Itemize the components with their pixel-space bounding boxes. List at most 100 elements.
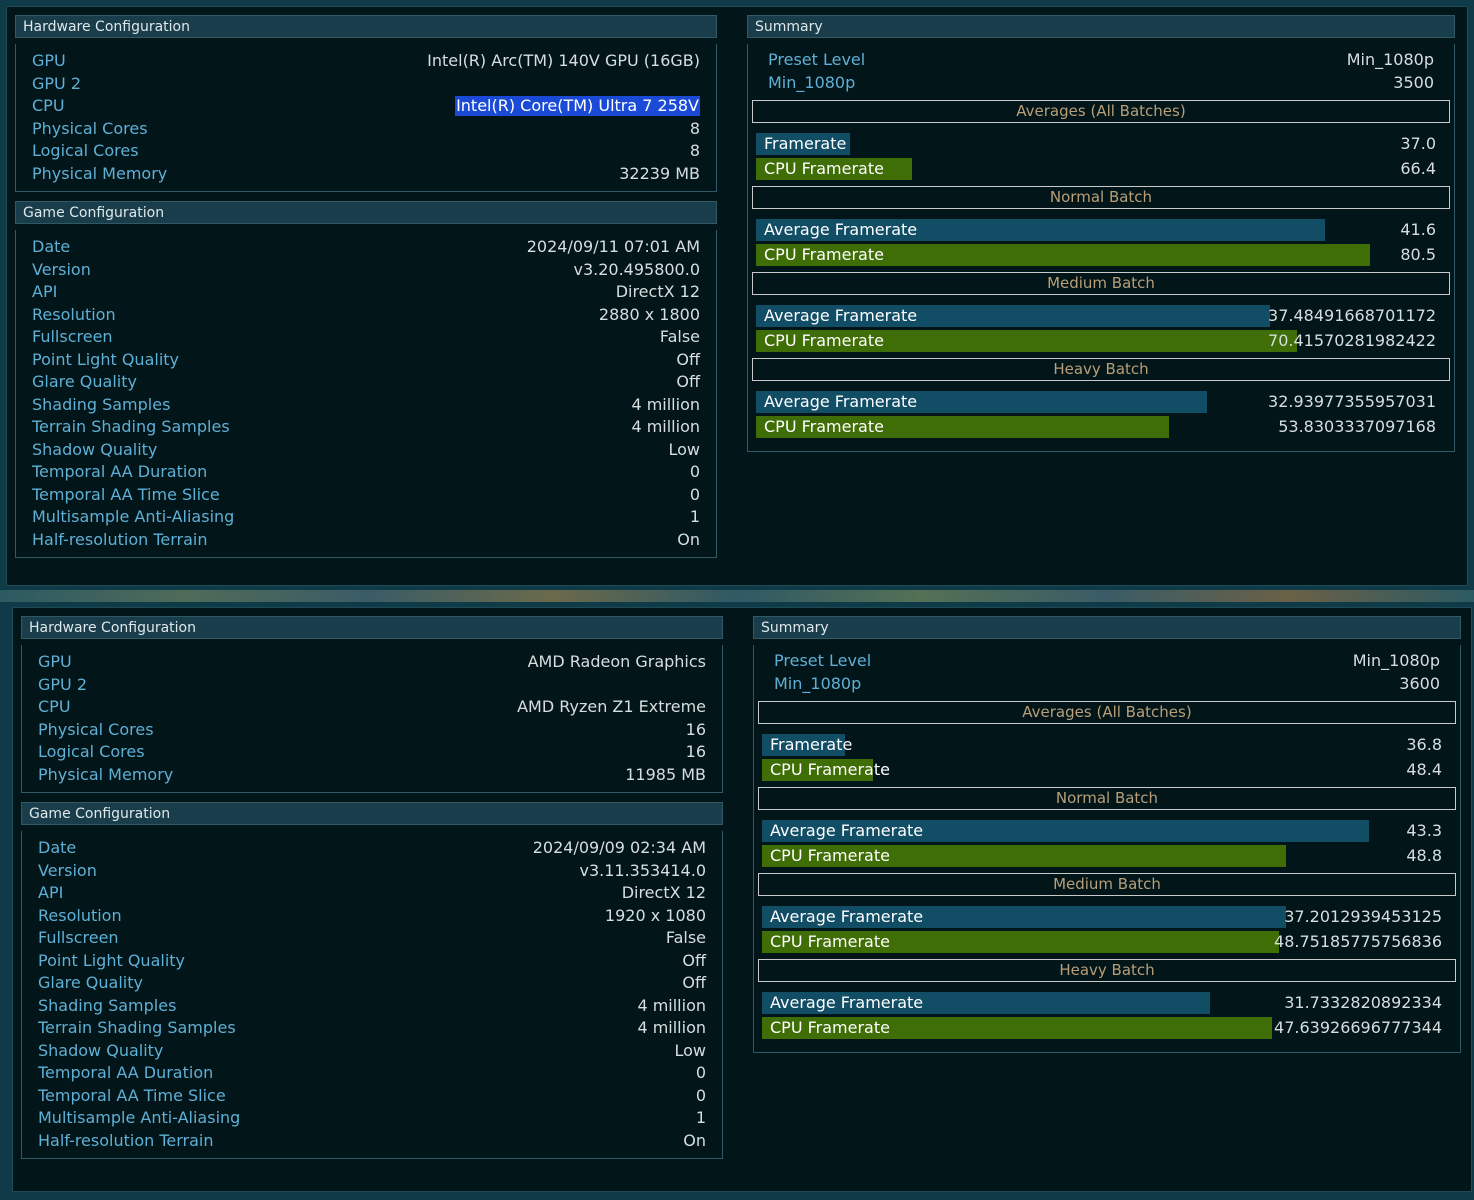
framerate-bar xyxy=(762,906,1286,928)
config-value[interactable]: 16 xyxy=(685,719,706,739)
config-row: API DirectX 12 xyxy=(32,281,700,304)
preset-value: Min_1080p xyxy=(1352,651,1440,670)
config-value[interactable]: 2880 x 1800 xyxy=(598,304,700,324)
config-value[interactable]: Off xyxy=(676,372,700,391)
config-key: Logical Cores xyxy=(32,141,139,160)
config-value[interactable]: 32239 MB xyxy=(619,163,700,183)
batch-header: Heavy Batch xyxy=(752,358,1450,381)
config-row: Date 2024/09/09 02:34 AM xyxy=(38,837,706,860)
config-key: Physical Cores xyxy=(38,719,154,739)
config-key: Resolution xyxy=(32,304,116,324)
config-row: Multisample Anti-Aliasing 1 xyxy=(32,506,700,529)
config-value[interactable]: DirectX 12 xyxy=(621,883,706,902)
config-value[interactable]: AMD Radeon Graphics xyxy=(527,652,706,671)
framerate-row: CPU Framerate 48.75185775756836 xyxy=(762,931,1456,953)
config-key: Physical Memory xyxy=(32,163,168,183)
config-row: Shading Samples 4 million xyxy=(38,995,706,1018)
config-value[interactable]: 4 million xyxy=(631,394,700,414)
framerate-value: 41.6 xyxy=(1400,220,1436,239)
hardware-config-header: Hardware Configuration xyxy=(15,15,717,38)
config-value[interactable]: False xyxy=(659,327,700,346)
config-value[interactable]: 4 million xyxy=(637,1018,706,1037)
config-key: Date xyxy=(32,237,71,256)
config-value[interactable]: 0 xyxy=(695,1063,706,1082)
config-key: Glare Quality xyxy=(38,973,143,992)
config-row: Half-resolution Terrain On xyxy=(38,1130,706,1153)
config-column: Hardware Configuration GPU AMD Radeon Gra… xyxy=(21,616,723,1159)
config-key: Resolution xyxy=(38,905,122,925)
config-value[interactable]: 4 million xyxy=(631,417,700,436)
config-row: Physical Cores 16 xyxy=(38,719,706,742)
config-key: CPU xyxy=(32,96,65,115)
framerate-bar xyxy=(762,992,1210,1014)
config-value[interactable]: v3.20.495800.0 xyxy=(573,259,700,279)
framerate-label: Average Framerate xyxy=(770,993,924,1012)
config-value[interactable]: Intel(R) Arc(TM) 140V GPU (16GB) xyxy=(427,51,700,70)
batch-header: Medium Batch xyxy=(758,873,1456,896)
config-row: Glare Quality Off xyxy=(32,371,700,394)
config-value[interactable]: 1 xyxy=(689,507,700,526)
config-value[interactable]: AMD Ryzen Z1 Extreme xyxy=(517,697,706,716)
config-value[interactable]: Off xyxy=(682,973,706,992)
config-value[interactable]: False xyxy=(665,928,706,947)
config-value[interactable]: 4 million xyxy=(637,995,706,1015)
summary-column: Summary Preset Level Min_1080p Min_1080p 36… xyxy=(753,616,1461,1053)
framerate-label: CPU Framerate xyxy=(764,245,884,264)
framerate-bar xyxy=(756,305,1270,327)
cpu-framerate-bar xyxy=(756,330,1298,352)
config-value[interactable]: 11985 MB xyxy=(625,764,706,784)
config-row: Fullscreen False xyxy=(32,326,700,349)
game-config-header: Game Configuration xyxy=(21,802,723,825)
config-value[interactable]: 16 xyxy=(685,742,706,761)
config-value[interactable]: Low xyxy=(674,1040,706,1060)
config-value[interactable]: 8 xyxy=(689,141,700,160)
config-key: Shadow Quality xyxy=(38,1040,164,1060)
config-key: Date xyxy=(38,838,77,857)
config-row: Logical Cores 8 xyxy=(32,140,700,163)
config-value[interactable]: On xyxy=(677,529,700,549)
config-key: Temporal AA Time Slice xyxy=(32,484,220,504)
framerate-label: CPU Framerate xyxy=(770,932,890,951)
config-row: Half-resolution Terrain On xyxy=(32,529,700,552)
batch-header: Averages (All Batches) xyxy=(752,100,1450,123)
config-key: GPU 2 xyxy=(32,73,82,93)
batch-header: Normal Batch xyxy=(752,186,1450,209)
framerate-value: 48.75185775756836 xyxy=(1274,932,1442,951)
framerate-value: 32.93977355957031 xyxy=(1268,392,1436,411)
config-value-selected[interactable]: Intel(R) Core(TM) Ultra 7 258V xyxy=(455,96,700,116)
framerate-label: Average Framerate xyxy=(764,220,918,239)
framerate-row: Framerate 36.8 xyxy=(762,734,1456,756)
config-row: Point Light Quality Off xyxy=(32,349,700,372)
framerate-bar xyxy=(762,820,1370,842)
config-value[interactable]: 2024/09/11 07:01 AM xyxy=(526,237,700,256)
framerate-value: 37.2012939453125 xyxy=(1284,907,1442,926)
config-value[interactable]: Low xyxy=(668,439,700,459)
config-value[interactable]: DirectX 12 xyxy=(615,282,700,301)
config-value[interactable]: 8 xyxy=(689,118,700,138)
config-value[interactable]: 0 xyxy=(695,1085,706,1105)
cpu-framerate-bar xyxy=(756,158,913,180)
preset-value: Min_1080p xyxy=(1346,50,1434,69)
cpu-framerate-bar xyxy=(762,1017,1273,1039)
config-value[interactable]: 0 xyxy=(689,484,700,504)
config-value[interactable]: On xyxy=(683,1130,706,1150)
framerate-value: 70.41570281982422 xyxy=(1268,331,1436,350)
config-key: GPU xyxy=(32,51,66,70)
config-value[interactable]: Off xyxy=(682,950,706,970)
framerate-label: CPU Framerate xyxy=(764,159,884,178)
config-key: Version xyxy=(38,860,97,880)
preset-row: Preset Level Min_1080p xyxy=(774,650,1440,673)
config-value[interactable]: 1 xyxy=(695,1108,706,1127)
config-value[interactable]: 0 xyxy=(689,462,700,481)
background-strip xyxy=(0,590,1474,602)
config-row: API DirectX 12 xyxy=(38,882,706,905)
batch-header: Heavy Batch xyxy=(758,959,1456,982)
config-value[interactable]: 2024/09/09 02:34 AM xyxy=(532,838,706,857)
config-value[interactable]: v3.11.353414.0 xyxy=(579,860,706,880)
framerate-row: Average Framerate 32.93977355957031 xyxy=(756,391,1450,413)
config-value[interactable]: 1920 x 1080 xyxy=(604,905,706,925)
preset-list: Preset Level Min_1080p Min_1080p 3600 xyxy=(758,650,1456,695)
batch-header: Medium Batch xyxy=(752,272,1450,295)
framerate-bar xyxy=(756,133,850,155)
config-value[interactable]: Off xyxy=(676,349,700,369)
